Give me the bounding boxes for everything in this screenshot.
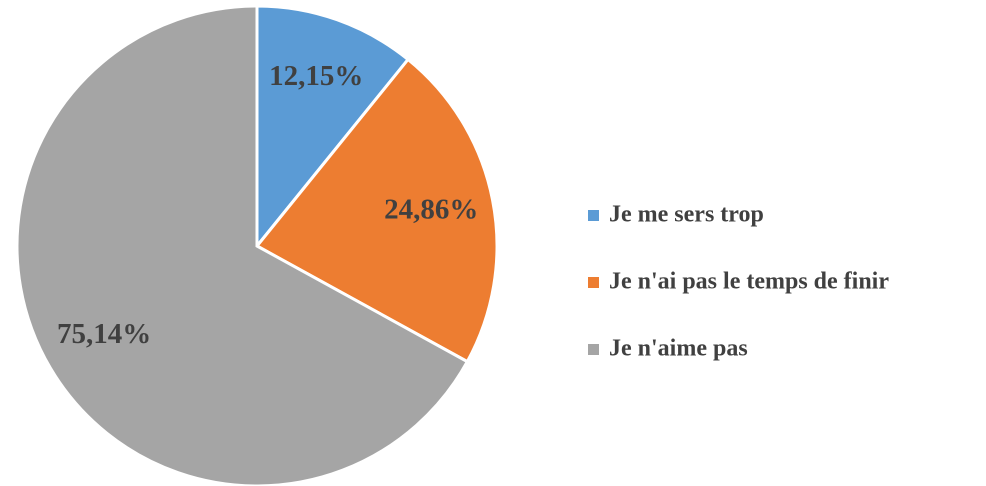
legend-swatch [588, 210, 599, 221]
legend-label: Je me sers trop [609, 202, 764, 228]
legend-swatch [588, 344, 599, 355]
pie-slice [254, 57, 499, 364]
legend-swatch [588, 277, 599, 288]
legend-label: Je n'aime pas [609, 336, 748, 362]
data-label: 75,14% [57, 318, 151, 350]
data-label: 24,86% [384, 193, 478, 225]
pie-slice [15, 4, 470, 486]
data-label: 12,15% [269, 60, 363, 92]
legend-label: Je n'ai pas le temps de finir [609, 269, 889, 295]
pie-slice [255, 4, 411, 251]
